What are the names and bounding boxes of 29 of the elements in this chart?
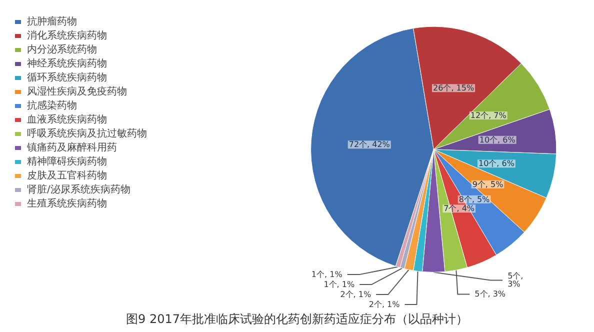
data-label: 1个, 1% <box>311 270 343 280</box>
data-label: 10个, 6% <box>478 159 515 168</box>
legend-label: 精神障碍疾病药物 <box>27 156 107 168</box>
data-label: 2个, 1% <box>340 290 372 300</box>
data-label: 9个, 5% <box>472 180 504 189</box>
legend-label: 抗肿瘤药物 <box>27 16 77 28</box>
legend-label: 皮肤及五官科药物 <box>27 170 107 182</box>
data-label: 2个, 1% <box>368 300 400 310</box>
legend-label: 血液系统疾病药物 <box>27 114 107 126</box>
legend-label: 内分泌系统药物 <box>27 44 97 56</box>
legend-label: 消化系统疾病药物 <box>27 30 107 42</box>
legend-label: 肾脏/泌尿系统疾病药物 <box>27 184 130 196</box>
data-label: 72个, 42% <box>348 140 390 150</box>
legend-label: 循环系统疾病药物 <box>27 72 107 84</box>
data-label: 8个, 5% <box>458 194 490 204</box>
legend-label: 神经系统疾病药物 <box>27 58 107 70</box>
data-label: 10个, 6% <box>479 135 516 144</box>
legend-label: 抗感染药物 <box>27 100 77 112</box>
legend-label: 风湿性疾病及免疫药物 <box>27 86 127 98</box>
data-label: 12个, 7% <box>470 110 507 120</box>
legend-label: 镇痛药及麻醉科用药 <box>26 142 117 154</box>
data-label: 26个, 15% <box>433 84 474 93</box>
legend-label: 生殖系统疾病药物 <box>27 198 107 210</box>
text: 图9 2017年批准临床试验的化药创新药适应症分布（以品种计） <box>126 312 468 326</box>
data-label: 1个, 1% <box>324 280 355 290</box>
legend-label: 呼吸系统疾病及抗过敏药物 <box>27 128 147 140</box>
data-label: 5个, 3% <box>474 290 506 299</box>
data-label: 7个, 4% <box>444 204 475 214</box>
data-label: 5个, 3% <box>508 272 524 289</box>
